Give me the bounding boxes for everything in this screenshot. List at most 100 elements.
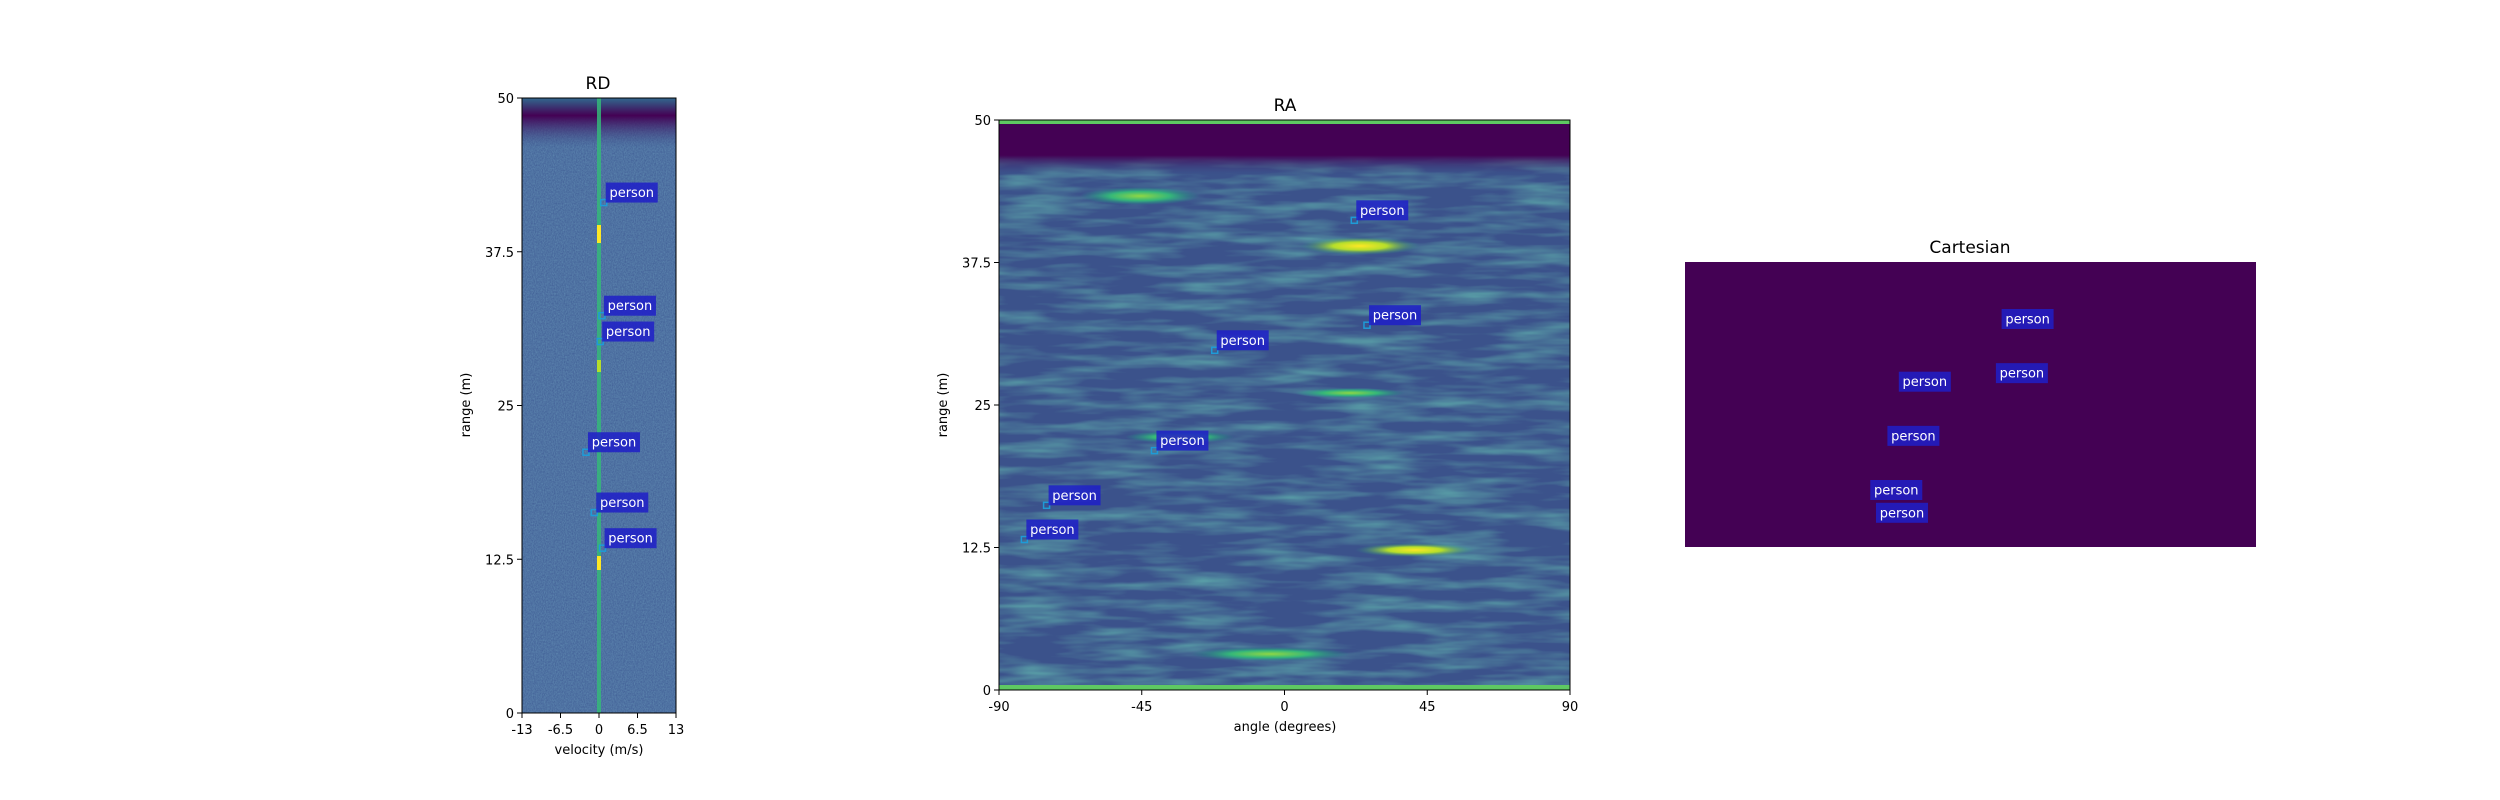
ra-xlabel: angle (degrees) [1234,720,1337,735]
rd-detection-label-box [587,432,640,453]
ra-green-spot-2 [1295,388,1405,398]
rd-hot-1 [597,225,601,243]
cartesian-background [1685,262,2256,547]
ra-detection-label: person [1360,204,1405,219]
ra-heatmap-texture [999,120,1570,690]
rd-detection-label: person [592,436,637,451]
rd-ylabel: range (m) [459,373,474,438]
rd-panel: RD person person person person personperson … [459,74,684,758]
rd-ytick-label: 50 [497,92,514,107]
rd-ytick-label: 37.5 [485,246,514,261]
rd-xtick-label: 0 [595,723,603,738]
cart-detection: person [2001,309,2054,329]
ra-detection-label-box [1048,485,1101,506]
ra-detection-label: person [1052,489,1097,504]
rd-ytick-label: 12.5 [485,553,514,568]
cartesian-title: Cartesian [1929,238,2010,258]
cart-detection-label: person [2005,313,2050,328]
ra-xtick-label: 0 [1280,700,1288,715]
ra-detection-label-box [1356,200,1409,221]
cart-detection-label-box [1887,425,1940,446]
rd-detection-label-box [604,528,657,549]
ra-detection: person [1210,330,1269,355]
cart-detection: person [1887,425,1940,446]
cartesian-annotations: person person person person person person [1870,309,2054,523]
rd-detection: person [596,321,655,346]
cart-detection-label: person [2000,367,2045,382]
rd-detection-label: person [606,325,651,340]
cart-detection: person [1870,480,1923,500]
cart-detection-label: person [1874,484,1919,499]
cart-detection-label-box [2001,309,2054,329]
rd-detection-label-box [602,321,655,342]
rd-xtick-label: -6.5 [548,723,573,738]
cart-detection-label-box [1898,371,1951,392]
ra-top-band [999,124,1570,176]
rd-xtick-label: 13 [668,723,685,738]
ra-detection: person [1020,519,1079,544]
cart-detection-label: person [1903,375,1948,390]
rd-xticks: -13 -6.5 0 6.5 13 [511,713,684,738]
ra-detection: person [1350,200,1409,225]
ra-xtick-label: -45 [1131,700,1152,715]
ra-bottom-edge [999,685,1570,690]
ra-xticks: -90 -45 0 45 90 [988,690,1578,715]
cart-detection-label-box [1870,480,1923,500]
rd-hot-2 [597,360,601,372]
ra-detection-label: person [1160,434,1205,449]
ra-top-edge [999,120,1570,124]
ra-yticks: 0 12.5 25 37.5 50 [962,114,999,699]
ra-green-spot-4 [1190,647,1350,661]
ra-ytick-label: 12.5 [962,542,991,557]
ra-annotations: person person person person person person [1020,200,1421,544]
ra-ytick-label: 0 [983,684,991,699]
rd-detection-label: person [608,532,653,547]
rd-xlabel: velocity (m/s) [555,743,644,758]
ra-ylabel: range (m) [936,373,951,438]
rd-zero-doppler-line [597,98,601,713]
cart-detection-label: person [1891,429,1936,444]
cart-detection-label-box [1995,363,2048,384]
ra-hot-spot-2 [1355,543,1475,557]
rd-annotations: person person person person person person [582,182,658,552]
rd-title: RD [586,74,611,94]
rd-detection: person [598,295,656,320]
cart-detection: person [1898,371,1951,392]
rd-detection-label-box [596,492,649,513]
ra-detection-label-box [1026,519,1079,540]
ra-detection-label: person [1220,334,1265,349]
ra-xtick-label: 45 [1419,700,1436,715]
ra-title: RA [1274,96,1297,116]
rd-detection-label-box [603,295,656,316]
rd-detection-label-box [605,182,658,203]
rd-detection: person [598,528,657,552]
cart-detection-label: person [1880,506,1925,521]
rd-xtick-label: -13 [511,723,532,738]
ra-detection: person [1150,430,1209,455]
rd-yticks: 0 12.5 25 37.5 50 [485,92,522,722]
cart-detection: person [1875,502,1928,523]
rd-detection-label: person [609,186,654,201]
ra-detection: person [1042,485,1101,510]
rd-detection: person [599,182,658,207]
rd-detection: person [590,492,649,517]
ra-panel: RA person person person person personperson … [936,96,1578,735]
cart-detection: person [1995,363,2048,384]
ra-hot-spot-1 [1300,237,1420,255]
rd-ytick-label: 0 [506,707,514,722]
ra-detection: person [1363,305,1421,329]
ra-xtick-label: 90 [1562,700,1579,715]
rd-ytick-label: 25 [497,400,514,415]
rd-hot-3 [597,556,601,570]
rd-detection: person [582,432,640,456]
rd-xtick-label: 6.5 [627,723,648,738]
ra-xtick-label: -90 [988,700,1009,715]
cartesian-panel: Cartesian personpersonpersonpersonperson… [1685,238,2256,547]
ra-detection-label: person [1030,523,1075,538]
ra-ytick-label: 37.5 [962,257,991,272]
ra-green-spot-1 [1080,187,1200,205]
ra-ytick-label: 50 [974,114,991,129]
rd-detection-label: person [608,299,653,314]
rd-detection-label: person [600,496,645,511]
